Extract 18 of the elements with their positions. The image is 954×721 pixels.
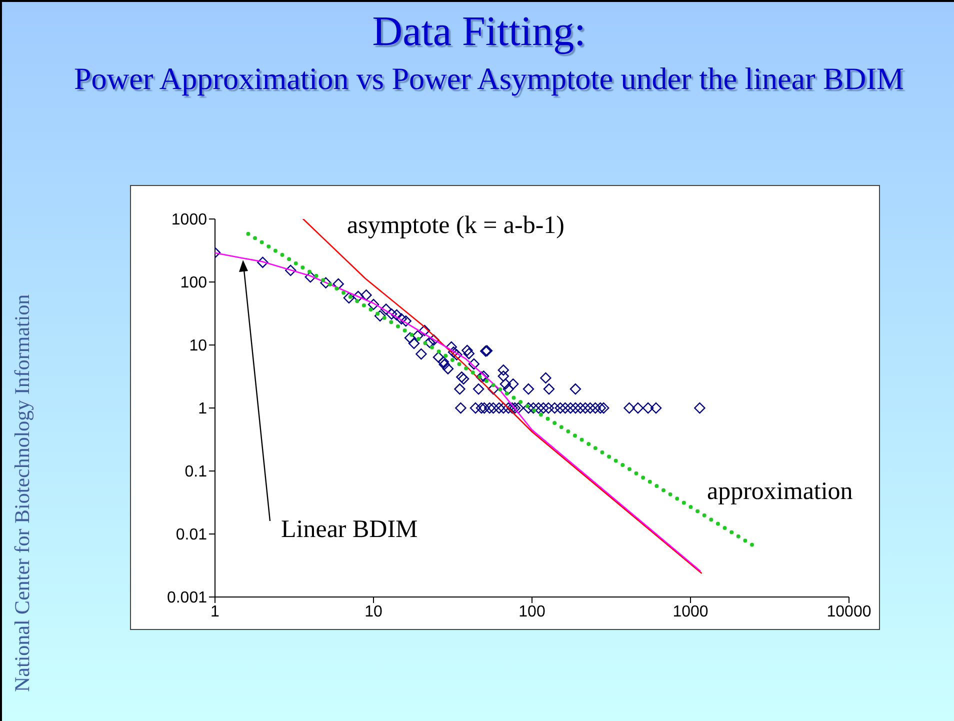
x-tick-label: 100 [518,603,546,620]
y-tick-label: 1 [198,400,208,418]
chart-subtitle: Power Approximation vs Power Asymptote under the linear BDIM [72,60,905,98]
annotation: Linear BDIM [281,516,418,544]
y-tick-label: 0.01 [176,526,208,544]
y-tick-label: 0.1 [184,464,208,481]
x-tick-label: 1000 [672,603,708,620]
annotation: approximation [707,478,853,506]
annotation: asymptote (k = a-b-1) [347,212,565,240]
x-tick-label: 1 [210,603,220,620]
y-tick-label: 0.001 [166,590,208,607]
chart-title: Data Fitting: [371,8,587,56]
text: National Center for Biotechnology Information [10,293,35,692]
y-tick-label: 10 [189,338,208,355]
x-tick-label: 10 [364,603,382,620]
x-tick-label: 10000 [826,603,872,620]
y-tick-label: 100 [180,274,208,292]
y-tick-label: 1000 [171,212,208,229]
